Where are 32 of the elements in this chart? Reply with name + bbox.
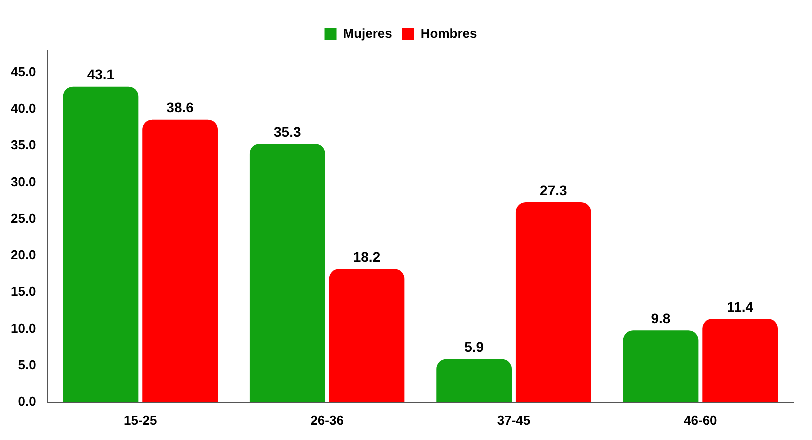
- y-tick-label: 25.0: [10, 210, 36, 226]
- bar: [250, 144, 326, 402]
- y-tick-label: 30.0: [10, 174, 36, 190]
- x-tick-label: 46-60: [684, 412, 718, 428]
- data-label: 18.2: [353, 249, 381, 266]
- y-tick-label: 40.0: [10, 101, 36, 116]
- data-label: 5.9: [464, 339, 484, 356]
- bar: [142, 120, 218, 402]
- legend-label: Hombres: [420, 26, 478, 42]
- y-tick-label: 35.0: [10, 138, 36, 153]
- bar: [623, 330, 699, 402]
- data-label: 43.1: [87, 66, 115, 83]
- x-tick-label: 37-45: [497, 412, 531, 428]
- bar: [63, 86, 139, 402]
- legend-label: Mujeres: [343, 26, 392, 42]
- y-tick-label: 20.0: [10, 248, 36, 263]
- y-tick-label: 45.0: [10, 64, 36, 80]
- bar: [702, 318, 778, 402]
- data-label: 9.8: [651, 310, 671, 327]
- y-tick-label: 15.0: [10, 284, 36, 300]
- data-label: 38.6: [166, 100, 194, 116]
- bar: [436, 359, 512, 402]
- x-tick-label: 26-36: [310, 412, 344, 428]
- data-label: 35.3: [274, 124, 302, 140]
- data-label: 11.4: [727, 298, 754, 315]
- y-tick-label: 10.0: [10, 320, 36, 336]
- y-tick-label: 0.0: [18, 394, 36, 409]
- bar: [516, 202, 592, 402]
- data-label: 27.3: [540, 182, 568, 198]
- y-tick-label: 5.0: [18, 357, 36, 372]
- x-tick-label: 15-25: [124, 412, 158, 428]
- bar: [329, 269, 405, 402]
